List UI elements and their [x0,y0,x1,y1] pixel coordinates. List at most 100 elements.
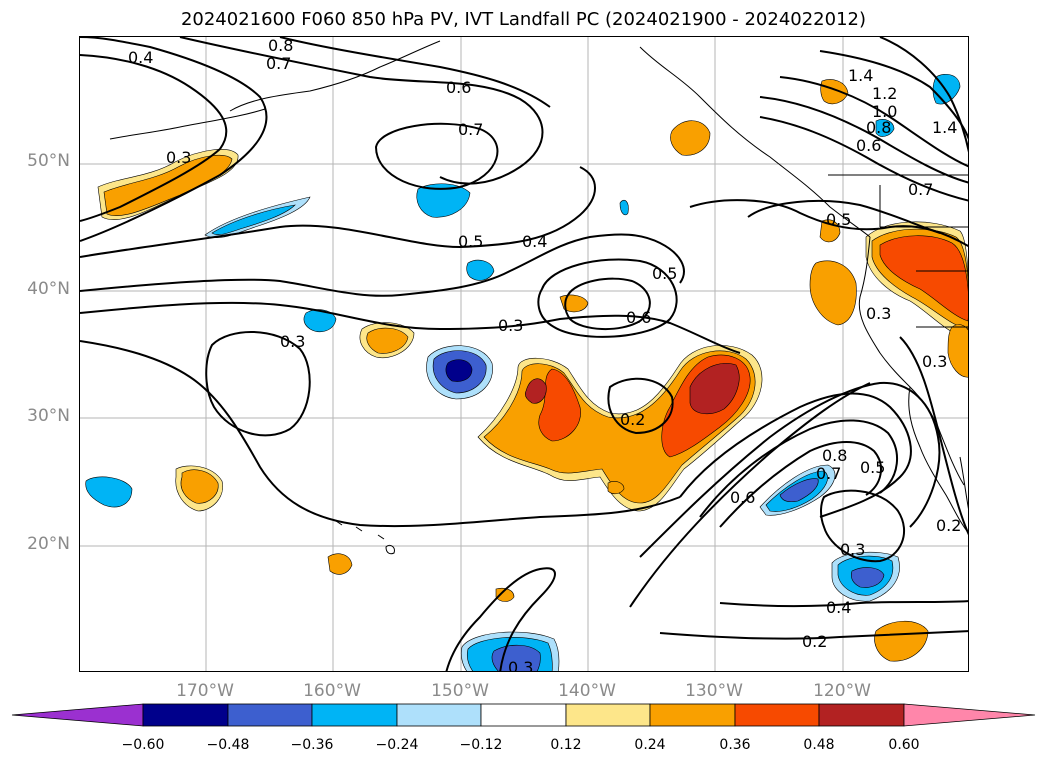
contour-0-5-se [639,381,941,558]
contour-label-2: 0.7 [266,54,291,73]
contour-label-21: 1.4 [848,66,873,85]
colorbar-tick-1: −0.48 [206,737,250,753]
colorbar-segment-0 [142,703,229,727]
contour-0-6-loop [564,277,651,331]
anomaly-blob-deep-blue-core [445,359,473,382]
coastline-mexico [959,456,968,510]
coastline-panhandle [639,46,871,238]
contour-0-7-top [179,37,544,185]
contour-ne-3 [759,116,968,202]
colorbar [11,703,1036,727]
contour-ne-5 [879,37,968,153]
anomaly-blob-ne-orange-2 [820,79,849,105]
anomaly-blob-small-blue-3 [619,200,629,216]
contour-label-31: 1.4 [932,118,957,137]
colorbar-segment-4 [480,703,567,727]
lat-label-20n: 20°N [27,534,70,554]
colorbar-tick-8: 0.48 [803,737,835,753]
contour-label-20: 0.3 [508,658,533,672]
map-panel: 0.4 0.8 0.7 0.6 0.7 0.3 0.5 0.4 0.5 0.6 … [79,36,969,672]
anomaly-blob-south-blue-deep [850,567,885,588]
contour-0-5-loop [537,258,678,338]
anomaly-blob-central-darkred [524,363,740,415]
coastline-alaska [229,40,441,112]
contour-label-12: 0.2 [620,410,645,429]
lat-label-40n: 40°N [27,279,70,299]
anomaly-blob-north-blue [416,183,471,218]
pv-filled-contours [85,74,968,671]
contour-0-3-south [80,340,681,528]
colorbar-segment-1 [227,703,313,727]
contour-label-19: 0.2 [802,632,827,651]
anomaly-blob-east-orange [947,324,968,378]
anomaly-blob-ne-orange [670,120,711,156]
lat-label-50n: 50°N [27,151,70,171]
contour-0-4-middle [80,233,685,297]
pv-contour-lines [80,37,968,671]
anomaly-blob-small-blue [466,259,495,281]
contour-0-3-se-loop [820,489,905,563]
contour-label-18: 0.4 [826,598,851,617]
contour-0-3-east [899,336,968,536]
colorbar-segment-2 [311,703,398,727]
contour-0-2-south [445,567,556,671]
contour-0-3-middle [80,301,741,354]
colorbar-segment-5 [565,703,651,727]
contour-0-6-top [279,37,551,108]
contour-0-8-se [719,441,882,528]
anomaly-blob-small-orange-6 [607,481,625,495]
lon-label-160w: 160°W [303,681,361,701]
contour-label-23: 1.0 [872,102,897,121]
colorbar-extension-min [11,703,144,727]
contour-label-29: 0.3 [922,352,947,371]
contour-0-5-top [80,166,596,258]
contour-label-30: 0.2 [936,516,961,535]
contour-label-15: 0.8 [822,446,847,465]
lat-label-30n: 30°N [27,406,70,426]
colorbar-tick-0: −0.60 [121,737,165,753]
map-canvas: 0.4 0.8 0.7 0.6 0.7 0.3 0.5 0.4 0.5 0.6 … [80,37,968,672]
contour-label-6: 0.5 [458,232,483,251]
contour-0-4-nw [80,54,228,222]
contour-ne-1 [779,76,968,168]
anomaly-blob-south-orange [874,620,929,662]
hawaii-islands [335,520,395,555]
colorbar-tick-5: 0.12 [550,737,582,753]
contour-label-3: 0.6 [446,78,471,97]
anomaly-blob-orange-small-core [366,327,409,354]
colorbar-tick-3: −0.24 [375,737,419,753]
contour-label-8: 0.5 [652,264,677,283]
colorbar-segment-8 [818,703,905,727]
coastline-baja [908,386,968,534]
contour-label-4: 0.7 [458,120,483,139]
colorbar-segment-3 [396,703,482,727]
anomaly-blob-ne-blue-2 [875,119,895,137]
lon-label-170w: 170°W [176,681,234,701]
contour-label-9: 0.6 [626,308,651,327]
lon-label-150w: 150°W [431,681,489,701]
contour-0-7-loop [374,122,499,190]
contour-label-10: 0.3 [498,316,523,335]
colorbar-segment-7 [734,703,820,727]
lon-label-130w: 130°W [685,681,743,701]
colorbar-tick-2: −0.36 [290,737,334,753]
contour-0-2-loop [607,377,674,435]
contour-0-2-se-bottom [659,630,968,640]
contour-label-24: 0.8 [866,118,891,137]
contour-label-13: 0.6 [730,488,755,507]
anomaly-blob-small-orange-5 [559,294,589,313]
lon-label-140w: 140°W [558,681,616,701]
anomaly-blob-west-blue-core [211,204,296,235]
anomaly-blob-se-blue-deep [779,478,819,503]
contour-0-3-nw [80,37,268,242]
map-title: 2024021600 F060 850 hPa PV, IVT Landfall… [180,9,867,30]
coastline-aleutians [109,108,266,140]
coastline-west-coast [858,236,965,486]
contour-label-17: 0.3 [840,540,865,559]
anomaly-blob-small-orange-4 [495,587,515,602]
colorbar-tick-6: 0.24 [634,737,666,753]
colorbar-tick-4: −0.12 [459,737,503,753]
contour-label-0: 0.4 [128,48,153,67]
contour-label-7: 0.4 [522,232,547,251]
colorbar-tick-9: 0.60 [888,737,920,753]
